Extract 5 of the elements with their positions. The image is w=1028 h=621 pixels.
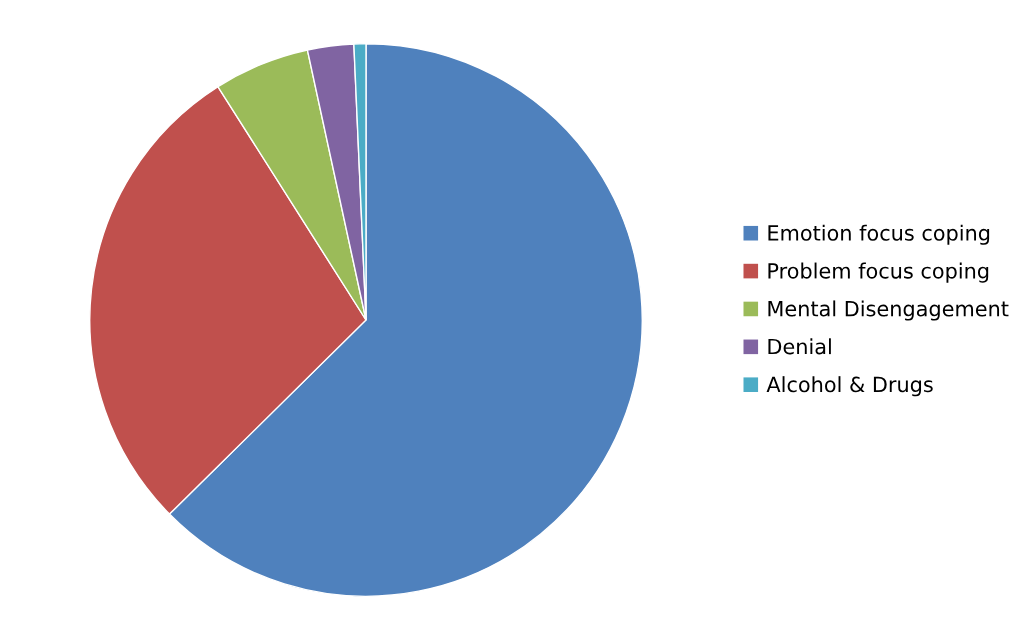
legend-label: Denial bbox=[768, 338, 831, 355]
legend-label: Problem focus coping bbox=[768, 262, 989, 283]
legend-label: Emotion focus coping bbox=[768, 224, 990, 245]
legend-label: Alcohol & Drugs bbox=[766, 376, 933, 397]
legend-label: Mental Disengagement bbox=[768, 300, 1009, 321]
